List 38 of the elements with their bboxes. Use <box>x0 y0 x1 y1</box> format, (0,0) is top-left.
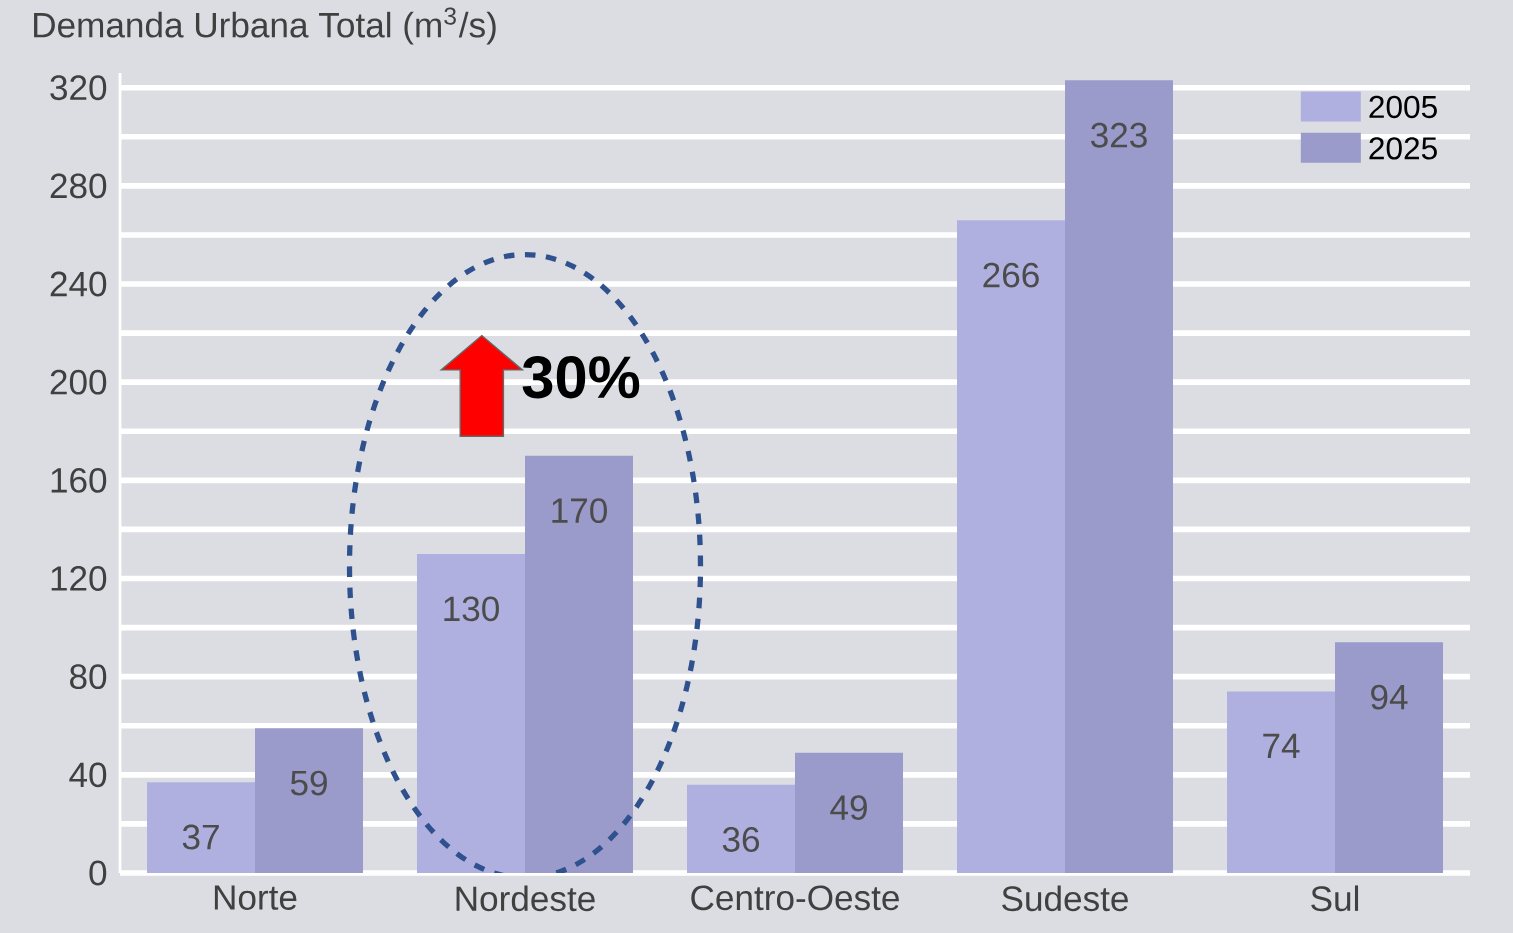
x-tick-label: Nordeste <box>456 885 595 912</box>
bar <box>417 553 526 873</box>
bar <box>255 728 364 873</box>
data-label: 59 <box>290 770 327 796</box>
y-tick-label: 320 <box>50 75 107 101</box>
data-label: 36 <box>722 827 760 852</box>
x-tick-label: Sul <box>1311 885 1359 912</box>
data-label: 266 <box>983 262 1039 288</box>
y-axis-title: Demanda Urbana Total (m$^{3}$/s) <box>34 7 496 45</box>
y-tick-label: 0 <box>89 860 107 886</box>
y-tick-label: 120 <box>51 566 107 591</box>
y-tick-label: 200 <box>50 369 107 395</box>
x-tick-label: Centro-Oeste <box>691 885 899 911</box>
y-tick-label: 40 <box>69 762 107 788</box>
data-label: 323 <box>1091 122 1147 148</box>
y-tick-label: 240 <box>50 271 107 297</box>
bar <box>147 782 256 873</box>
y-tick-label: 80 <box>70 664 107 690</box>
bar <box>1065 80 1174 873</box>
data-label: 37 <box>182 824 219 850</box>
x-tick-label: Norte <box>214 885 297 910</box>
data-label: 170 <box>552 498 607 524</box>
bar <box>1335 642 1444 873</box>
bar <box>687 784 796 873</box>
y-tick-label: 280 <box>50 173 107 199</box>
bar <box>1227 691 1335 873</box>
bar <box>957 220 1065 873</box>
data-label: 130 <box>444 596 499 622</box>
data-label: 49 <box>830 795 867 821</box>
legend-label: 2025 <box>1369 137 1437 160</box>
y-tick-label: 160 <box>51 467 107 493</box>
annotation: 30% <box>522 356 640 399</box>
x-tick-label: Sudeste <box>1002 885 1128 912</box>
data-label: 94 <box>1371 684 1408 710</box>
bar <box>795 752 903 873</box>
legend-label: 2005 <box>1369 95 1437 119</box>
bar <box>525 455 634 873</box>
data-label: 74 <box>1263 733 1300 758</box>
